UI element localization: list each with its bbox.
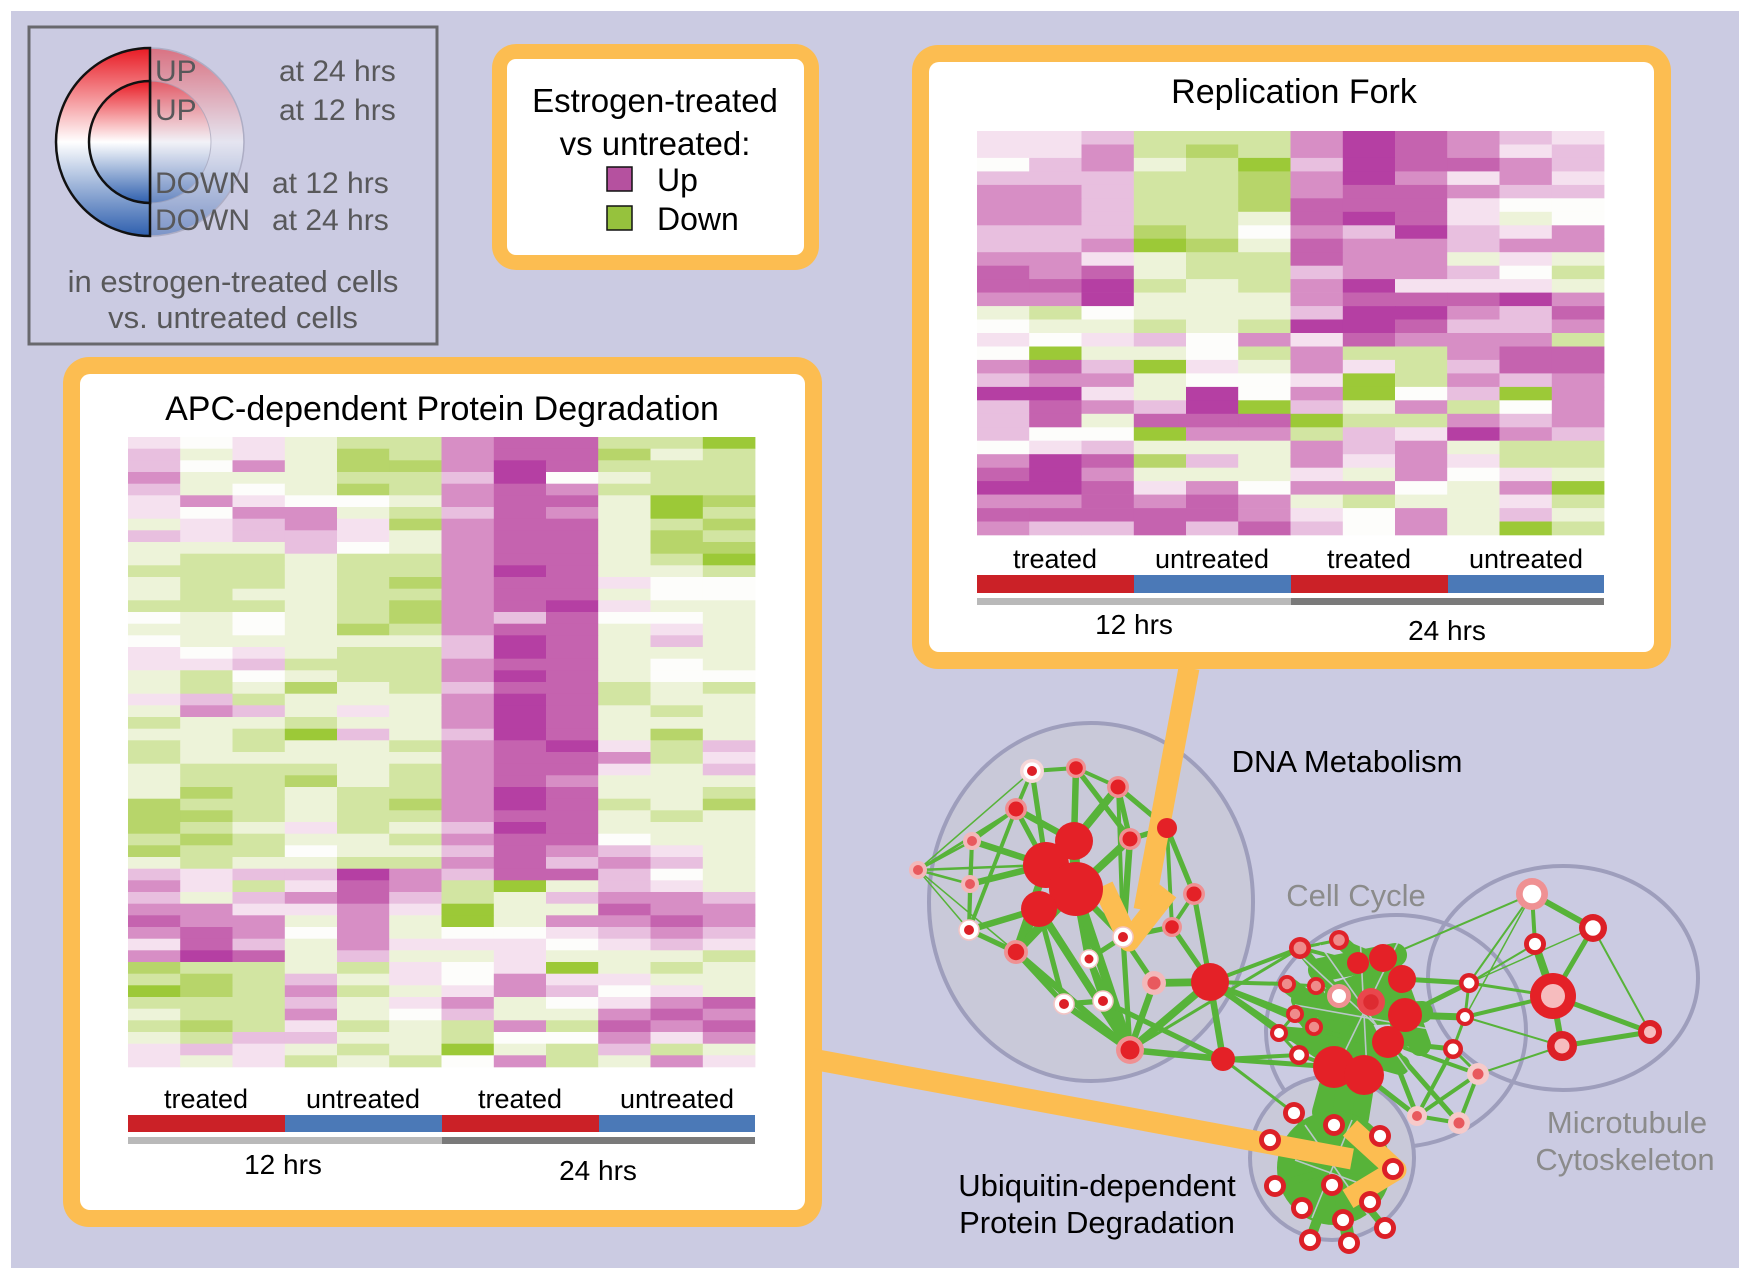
svg-text:DOWN: DOWN (155, 167, 250, 200)
svg-text:Estrogen-treated: Estrogen-treated (532, 82, 778, 119)
svg-text:at 24 hrs: at 24 hrs (272, 204, 389, 237)
svg-text:untreated: untreated (1469, 544, 1583, 574)
svg-text:at 12 hrs: at 12 hrs (279, 94, 396, 127)
svg-text:DOWN: DOWN (155, 204, 250, 237)
svg-text:Up: Up (657, 162, 698, 198)
svg-text:treated: treated (1013, 544, 1097, 574)
svg-text:untreated: untreated (620, 1084, 734, 1114)
svg-text:at 12 hrs: at 12 hrs (272, 167, 389, 200)
svg-text:untreated: untreated (1155, 544, 1269, 574)
svg-text:treated: treated (164, 1084, 248, 1114)
svg-text:Replication Fork: Replication Fork (1171, 73, 1418, 111)
svg-text:APC-dependent Protein Degradat: APC-dependent Protein Degradation (165, 390, 719, 428)
svg-text:12 hrs: 12 hrs (1095, 609, 1173, 640)
svg-text:Cell Cycle: Cell Cycle (1286, 878, 1426, 913)
svg-text:DNA Metabolism: DNA Metabolism (1232, 744, 1463, 779)
svg-text:24 hrs: 24 hrs (559, 1155, 637, 1186)
svg-text:Down: Down (657, 201, 739, 237)
svg-text:UP: UP (155, 94, 197, 127)
svg-text:Microtubule: Microtubule (1547, 1105, 1707, 1140)
svg-text:Cytoskeleton: Cytoskeleton (1535, 1142, 1714, 1177)
svg-text:12 hrs: 12 hrs (244, 1149, 322, 1180)
svg-text:UP: UP (155, 55, 197, 88)
svg-text:untreated: untreated (306, 1084, 420, 1114)
svg-text:treated: treated (1327, 544, 1411, 574)
svg-text:24 hrs: 24 hrs (1408, 615, 1486, 646)
svg-text:at 24 hrs: at 24 hrs (279, 55, 396, 88)
svg-text:in estrogen-treated cells: in estrogen-treated cells (68, 264, 399, 299)
svg-text:Ubiquitin-dependent: Ubiquitin-dependent (958, 1168, 1236, 1203)
svg-text:vs. untreated cells: vs. untreated cells (108, 300, 358, 335)
svg-text:Protein Degradation: Protein Degradation (959, 1205, 1235, 1240)
svg-text:treated: treated (478, 1084, 562, 1114)
svg-text:vs untreated:: vs untreated: (560, 125, 751, 162)
